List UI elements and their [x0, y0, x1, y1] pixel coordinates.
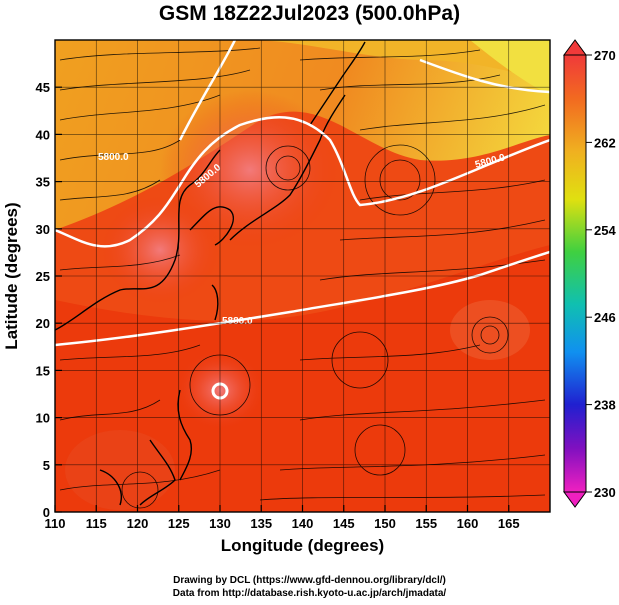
y-tick-label: 15: [36, 363, 50, 378]
y-tick-label: 0: [43, 505, 50, 520]
x-tick-label: 150: [374, 516, 396, 531]
x-tick-label: 135: [250, 516, 272, 531]
x-tick-label: 145: [333, 516, 355, 531]
y-axis-ticks: 0 5 10 15 20 25 30 35 40 45: [36, 80, 62, 520]
x-axis-label: Longitude (degrees): [220, 536, 385, 555]
height-contours: [55, 40, 550, 347]
figure-title: GSM 18Z22Jul2023 (500.0hPa): [158, 2, 461, 25]
y-tick-label: 25: [36, 269, 50, 284]
colorbar-tick-label: 270: [594, 48, 616, 63]
credit-line-data-source: Data from http://database.rish.kyoto-u.a…: [172, 588, 447, 599]
x-tick-label: 155: [415, 516, 437, 531]
colorbar: 270 262 254 246 238 230: [563, 39, 616, 508]
credit-line-dcl: Drawing by DCL (https://www.gfd-dennou.o…: [173, 575, 446, 586]
contour-label: 5800.0: [98, 152, 129, 163]
x-axis-ticks: 110 115 120 125 130 135 140 145 150 155 160 165: [45, 505, 520, 531]
colorbar-max-arrow: [563, 39, 587, 56]
x-tick-label: 140: [292, 516, 314, 531]
wind-streamlines: [59, 47, 546, 509]
y-tick-label: 30: [36, 222, 50, 237]
x-tick-label: 115: [86, 516, 107, 531]
y-axis-label: Latitude (degrees): [2, 202, 21, 350]
x-tick-label: 110: [45, 516, 66, 531]
coastlines: [55, 41, 366, 506]
colorbar-tick-label: 230: [594, 485, 616, 500]
y-tick-label: 45: [36, 80, 50, 95]
y-tick-label: 10: [36, 411, 50, 426]
colorbar-gradient: [563, 54, 587, 493]
x-tick-label: 130: [209, 516, 231, 531]
y-tick-label: 40: [36, 127, 50, 142]
y-tick-label: 20: [36, 316, 50, 331]
colorbar-tick-label: 254: [594, 223, 616, 238]
colorbar-tick-label: 262: [594, 135, 616, 150]
y-tick-label: 5: [43, 458, 50, 473]
contour-label: 5880.0: [222, 316, 253, 327]
x-tick-label: 125: [168, 516, 190, 531]
colorbar-min-arrow: [563, 491, 587, 508]
y-tick-label: 35: [36, 175, 50, 190]
colorbar-tick-label: 246: [594, 310, 616, 325]
x-tick-label: 160: [457, 516, 479, 531]
x-tick-label: 120: [127, 516, 149, 531]
x-tick-label: 165: [498, 516, 520, 531]
colorbar-tick-label: 238: [594, 398, 616, 413]
